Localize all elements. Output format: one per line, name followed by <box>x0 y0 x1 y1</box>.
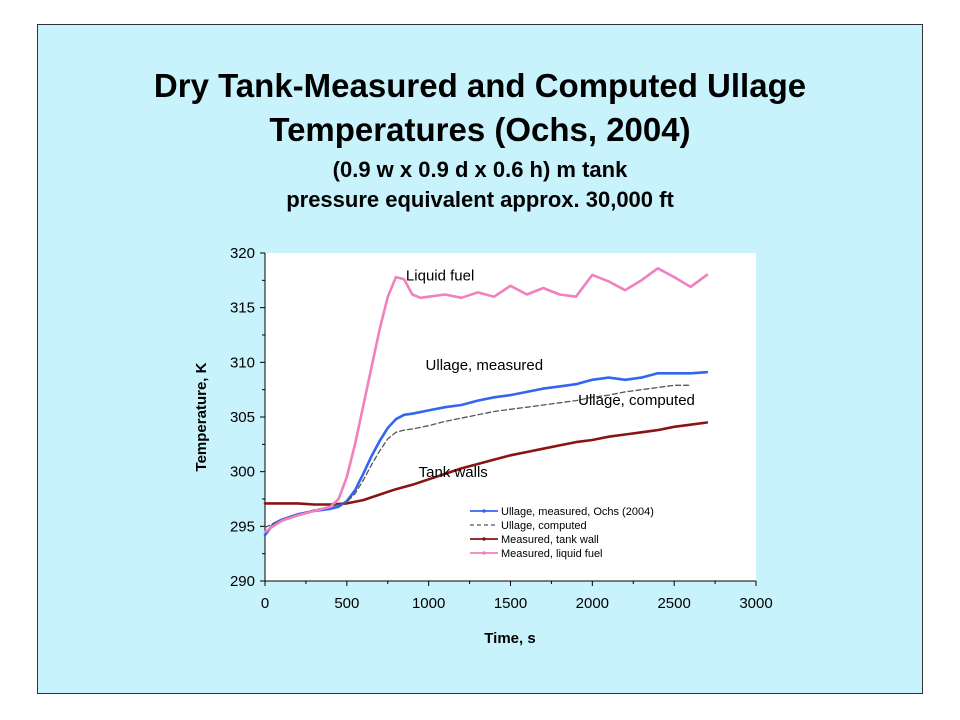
y-tick-label: 315 <box>230 300 255 317</box>
legend-item: Ullage, measured, Ochs (2004) <box>470 506 654 518</box>
y-tick-label: 295 <box>230 518 255 535</box>
x-tick-label: 2000 <box>576 595 609 612</box>
legend: Ullage, measured, Ochs (2004) Ullage, com… <box>470 506 654 560</box>
legend-marker <box>482 551 486 555</box>
series-measured-liquid-fuel <box>263 267 709 534</box>
x-axis-title: Time, s <box>484 630 535 647</box>
x-tick-label: 1000 <box>412 595 445 612</box>
y-tick-label: 300 <box>230 464 255 481</box>
legend-marker <box>482 509 486 513</box>
x-tick-label: 500 <box>334 595 359 612</box>
legend-item: Ullage, computed <box>470 520 587 532</box>
series-ullage-computed <box>264 384 692 529</box>
y-tick-label: 290 <box>230 573 255 590</box>
legend-label: Ullage, measured, Ochs (2004) <box>501 506 654 518</box>
y-axis-title: Temperature, K <box>193 362 210 471</box>
legend-label: Measured, tank wall <box>501 534 599 546</box>
legend-item: Measured, tank wall <box>470 534 599 546</box>
chart-annotation: Ullage, measured <box>426 357 544 374</box>
x-tick-label: 0 <box>261 595 269 612</box>
series-line <box>264 384 692 529</box>
y-tick-label: 320 <box>230 245 255 262</box>
legend-label: Ullage, computed <box>501 520 587 532</box>
legend-label: Measured, liquid fuel <box>501 548 603 560</box>
series-line <box>263 421 709 506</box>
legend-marker <box>482 537 486 541</box>
slide-background: Dry Tank-Measured and Computed Ullage Te… <box>37 24 923 694</box>
y-tick-label: 310 <box>230 354 255 371</box>
legend-item: Measured, liquid fuel <box>470 548 603 560</box>
chart-annotation: Liquid fuel <box>406 267 474 284</box>
series-line <box>263 267 709 534</box>
x-tick-label: 2500 <box>657 595 690 612</box>
chart-annotation: Ullage, computed <box>578 392 695 409</box>
series-ullage-measured-ochs-2004 <box>263 370 709 537</box>
slide-title-line-2: Temperatures (Ochs, 2004) <box>269 111 691 148</box>
x-tick-label: 1500 <box>494 595 527 612</box>
chart-annotation: Tank walls <box>419 464 488 481</box>
y-tick-label: 305 <box>230 409 255 426</box>
plot-area <box>265 253 756 581</box>
slide-subtitle-line-1: (0.9 w x 0.9 d x 0.6 h) m tank <box>332 157 628 182</box>
slide-title-line-1: Dry Tank-Measured and Computed Ullage <box>153 67 807 104</box>
x-tick-label: 3000 <box>739 595 772 612</box>
series-line <box>263 370 709 537</box>
series-measured-tank-wall <box>263 421 709 506</box>
slide-subtitle-line-2: pressure equivalent approx. 30,000 ft <box>286 187 674 212</box>
